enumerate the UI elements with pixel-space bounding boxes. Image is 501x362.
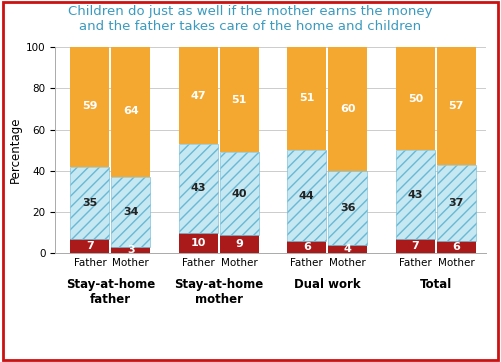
Bar bbox=[328, 245, 367, 253]
Bar bbox=[220, 47, 259, 152]
Text: 43: 43 bbox=[408, 190, 423, 199]
Text: Stay-at-home
father: Stay-at-home father bbox=[66, 278, 155, 306]
Bar bbox=[179, 47, 218, 144]
Bar bbox=[111, 247, 150, 253]
Text: 37: 37 bbox=[448, 198, 464, 208]
Text: 36: 36 bbox=[340, 203, 356, 213]
Bar bbox=[111, 45, 150, 177]
Bar bbox=[396, 239, 435, 253]
Text: 10: 10 bbox=[191, 238, 206, 248]
Text: 3: 3 bbox=[127, 245, 135, 255]
Bar bbox=[220, 152, 259, 235]
Bar bbox=[288, 150, 326, 241]
Y-axis label: Percentage: Percentage bbox=[9, 117, 22, 184]
Bar bbox=[179, 233, 218, 253]
Bar bbox=[111, 177, 150, 247]
Text: Total: Total bbox=[420, 278, 452, 291]
Text: 6: 6 bbox=[303, 242, 311, 252]
Text: 51: 51 bbox=[299, 93, 315, 102]
Bar bbox=[71, 239, 109, 253]
Bar bbox=[437, 241, 476, 253]
Bar bbox=[328, 171, 367, 245]
Text: Children do just as well if the mother earns the money
and the father takes care: Children do just as well if the mother e… bbox=[68, 5, 433, 33]
Text: 50: 50 bbox=[408, 94, 423, 104]
Text: 51: 51 bbox=[231, 95, 247, 105]
Bar bbox=[288, 45, 326, 150]
Text: 4: 4 bbox=[344, 244, 352, 254]
Bar bbox=[179, 144, 218, 233]
Bar bbox=[396, 47, 435, 150]
Bar bbox=[328, 47, 367, 171]
Bar bbox=[437, 47, 476, 165]
Bar bbox=[396, 150, 435, 239]
Bar bbox=[71, 167, 109, 239]
Text: 9: 9 bbox=[235, 239, 243, 249]
Text: 64: 64 bbox=[123, 106, 139, 116]
Text: Dual work: Dual work bbox=[294, 278, 361, 291]
Bar bbox=[71, 45, 109, 167]
Bar bbox=[437, 165, 476, 241]
Text: 47: 47 bbox=[190, 90, 206, 101]
Text: 57: 57 bbox=[448, 101, 464, 111]
Bar bbox=[288, 241, 326, 253]
Text: 40: 40 bbox=[231, 189, 247, 199]
Text: 6: 6 bbox=[452, 242, 460, 252]
Text: 7: 7 bbox=[86, 241, 94, 251]
Text: 43: 43 bbox=[191, 184, 206, 193]
Text: 34: 34 bbox=[123, 207, 139, 217]
Text: 59: 59 bbox=[82, 101, 98, 111]
Text: 7: 7 bbox=[411, 241, 419, 251]
Text: Stay-at-home
mother: Stay-at-home mother bbox=[174, 278, 264, 306]
Text: 35: 35 bbox=[82, 198, 98, 208]
Text: 44: 44 bbox=[299, 191, 315, 201]
Text: 60: 60 bbox=[340, 104, 356, 114]
Bar bbox=[220, 235, 259, 253]
